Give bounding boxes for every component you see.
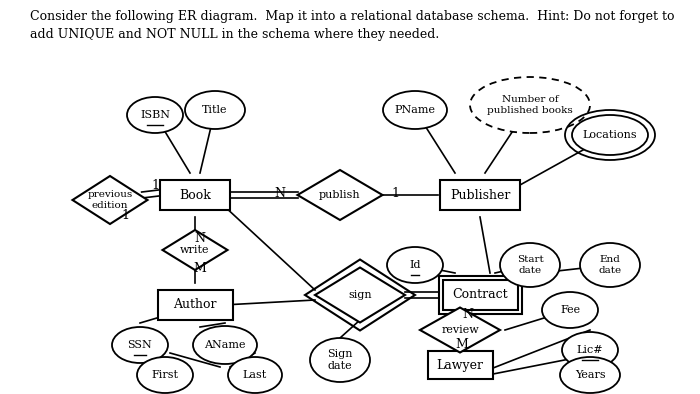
Text: Last: Last [243,370,267,380]
Ellipse shape [383,91,447,129]
Text: sign: sign [348,290,372,300]
Ellipse shape [562,332,618,368]
Text: PName: PName [395,105,435,115]
Text: Locations: Locations [582,130,637,140]
Text: Sign
date: Sign date [328,349,353,371]
Ellipse shape [137,357,193,393]
Polygon shape [73,176,148,224]
Text: Contract: Contract [452,288,507,301]
Text: Years: Years [575,370,606,380]
Text: Consider the following ER diagram.  Map it into a relational database schema.  H: Consider the following ER diagram. Map i… [30,10,675,23]
Polygon shape [298,170,382,220]
Ellipse shape [310,338,370,382]
Ellipse shape [387,247,443,283]
Bar [160,180,230,210]
Ellipse shape [560,357,620,393]
Bar [428,351,493,379]
Ellipse shape [193,326,257,364]
Bar [438,276,522,314]
Bar [440,180,520,210]
Ellipse shape [572,115,648,155]
Ellipse shape [470,77,590,133]
Text: Start
date: Start date [517,255,543,275]
Text: publish: publish [319,190,360,200]
Text: 1: 1 [391,186,399,199]
Text: ISBN: ISBN [140,110,170,120]
Ellipse shape [580,243,640,287]
Text: Number of
published books: Number of published books [487,95,573,115]
Text: N: N [463,307,473,320]
Polygon shape [315,268,405,323]
Text: First: First [151,370,178,380]
Text: N: N [195,232,206,245]
Text: Publisher: Publisher [450,188,510,201]
Ellipse shape [500,243,560,287]
Polygon shape [162,230,228,270]
Text: 1: 1 [151,178,159,191]
Polygon shape [420,307,500,353]
Text: Fee: Fee [560,305,580,315]
Text: 1: 1 [121,208,129,221]
Text: AName: AName [204,340,246,350]
Text: M: M [194,262,206,275]
Text: Book: Book [179,188,211,201]
Text: N: N [274,186,286,199]
Text: End
date: End date [598,255,622,275]
Ellipse shape [112,327,168,363]
Text: previous
edition: previous edition [88,190,132,210]
Ellipse shape [228,357,282,393]
Text: Lawyer: Lawyer [437,359,484,372]
Text: Id: Id [410,260,421,270]
Bar [158,290,232,320]
Text: SSN: SSN [127,340,153,350]
Bar [442,280,517,310]
Text: M: M [456,338,468,351]
Text: Lic#: Lic# [577,345,603,355]
Text: Title: Title [202,105,228,115]
Text: add UNIQUE and NOT NULL in the schema where they needed.: add UNIQUE and NOT NULL in the schema wh… [30,28,440,41]
Text: Author: Author [174,299,217,312]
Ellipse shape [127,97,183,133]
Ellipse shape [542,292,598,328]
Ellipse shape [185,91,245,129]
Text: review: review [441,325,479,335]
Text: write: write [181,245,210,255]
